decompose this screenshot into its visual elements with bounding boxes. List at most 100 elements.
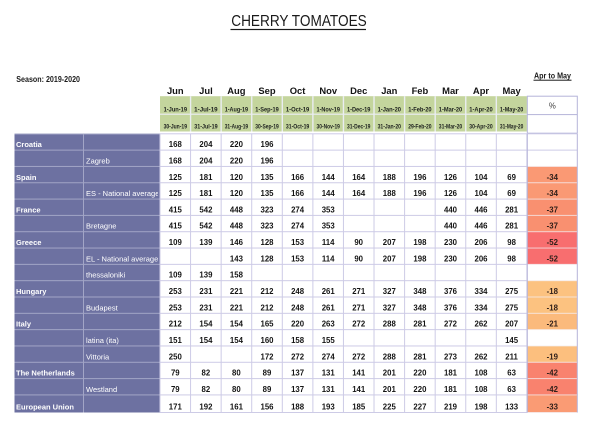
svg-text:221: 221: [230, 303, 244, 312]
svg-text:69: 69: [507, 173, 516, 182]
svg-text:ES - National average: ES - National average: [86, 189, 159, 198]
svg-text:-52: -52: [547, 254, 559, 263]
svg-text:158: 158: [291, 336, 305, 345]
svg-text:446: 446: [474, 222, 488, 231]
svg-text:98: 98: [507, 238, 516, 247]
svg-text:Zagreb: Zagreb: [86, 156, 110, 165]
svg-text:323: 323: [260, 205, 274, 214]
svg-text:Sep: Sep: [258, 85, 275, 96]
svg-text:31-Mar-20: 31-Mar-20: [439, 123, 463, 130]
svg-text:168: 168: [169, 140, 183, 149]
svg-text:230: 230: [444, 238, 458, 247]
svg-text:1-Nov-19: 1-Nov-19: [317, 107, 341, 114]
svg-text:Aug: Aug: [227, 85, 245, 96]
svg-text:90: 90: [354, 254, 363, 263]
svg-text:141: 141: [352, 385, 366, 394]
svg-text:63: 63: [507, 369, 516, 378]
svg-text:Feb: Feb: [412, 85, 429, 96]
svg-text:272: 272: [352, 320, 366, 329]
svg-text:198: 198: [474, 403, 488, 412]
svg-text:Dec: Dec: [350, 85, 367, 96]
svg-text:Westland: Westland: [86, 385, 117, 394]
svg-text:219: 219: [444, 403, 458, 412]
svg-text:207: 207: [383, 254, 396, 263]
svg-text:353: 353: [322, 205, 336, 214]
svg-text:227: 227: [413, 403, 426, 412]
svg-text:The Netherlands: The Netherlands: [16, 369, 75, 378]
svg-text:145: 145: [505, 336, 519, 345]
svg-text:-42: -42: [547, 369, 559, 378]
svg-text:CHERRY TOMATOES: CHERRY TOMATOES: [231, 13, 367, 30]
svg-text:323: 323: [260, 222, 274, 231]
svg-text:131: 131: [322, 385, 336, 394]
svg-text:348: 348: [413, 287, 427, 296]
svg-text:248: 248: [291, 303, 305, 312]
svg-text:1-Jun-19: 1-Jun-19: [164, 107, 188, 114]
svg-text:May: May: [502, 85, 521, 96]
svg-text:201: 201: [383, 369, 397, 378]
svg-text:30-Jun-19: 30-Jun-19: [164, 123, 188, 130]
svg-text:126: 126: [444, 173, 458, 182]
svg-text:79: 79: [171, 385, 180, 394]
svg-text:1-Jan-20: 1-Jan-20: [378, 107, 402, 114]
svg-text:196: 196: [413, 189, 427, 198]
svg-text:139: 139: [199, 271, 213, 280]
svg-text:220: 220: [291, 320, 305, 329]
svg-text:448: 448: [230, 222, 244, 231]
svg-text:Bretagne: Bretagne: [86, 222, 116, 231]
svg-text:220: 220: [230, 156, 244, 165]
svg-text:146: 146: [230, 238, 244, 247]
svg-text:231: 231: [199, 287, 213, 296]
svg-text:334: 334: [474, 303, 488, 312]
svg-text:161: 161: [230, 403, 244, 412]
svg-text:185: 185: [352, 403, 366, 412]
svg-text:166: 166: [291, 189, 305, 198]
svg-text:Italy: Italy: [16, 320, 32, 329]
svg-text:135: 135: [260, 189, 274, 198]
svg-text:-18: -18: [547, 287, 559, 296]
svg-text:63: 63: [507, 385, 516, 394]
svg-text:-37: -37: [547, 205, 558, 214]
svg-text:181: 181: [444, 369, 458, 378]
svg-text:327: 327: [383, 287, 396, 296]
svg-text:196: 196: [260, 156, 274, 165]
svg-text:220: 220: [230, 140, 244, 149]
svg-text:1-Aug-19: 1-Aug-19: [225, 107, 249, 114]
svg-text:EL - National average: EL - National average: [86, 254, 158, 263]
svg-text:212: 212: [260, 303, 274, 312]
svg-text:153: 153: [291, 238, 305, 247]
svg-text:125: 125: [169, 189, 183, 198]
svg-text:31-May-20: 31-May-20: [500, 123, 524, 130]
svg-text:144: 144: [322, 189, 336, 198]
svg-text:261: 261: [322, 287, 336, 296]
svg-text:Spain: Spain: [16, 173, 37, 182]
svg-text:31-Aug-19: 31-Aug-19: [225, 123, 249, 130]
svg-text:153: 153: [291, 254, 305, 263]
svg-text:376: 376: [444, 287, 458, 296]
svg-text:151: 151: [169, 336, 183, 345]
svg-text:154: 154: [199, 320, 213, 329]
svg-text:181: 181: [199, 189, 213, 198]
svg-text:104: 104: [474, 173, 488, 182]
svg-text:198: 198: [413, 254, 427, 263]
svg-text:160: 160: [260, 336, 274, 345]
svg-text:109: 109: [169, 238, 183, 247]
svg-text:206: 206: [474, 254, 488, 263]
svg-text:Nov: Nov: [319, 85, 337, 96]
svg-text:253: 253: [169, 287, 183, 296]
svg-text:196: 196: [413, 173, 427, 182]
svg-text:171: 171: [169, 403, 183, 412]
svg-text:latina (ita): latina (ita): [86, 336, 119, 345]
svg-text:141: 141: [352, 369, 366, 378]
svg-text:274: 274: [291, 205, 305, 214]
svg-text:263: 263: [322, 320, 336, 329]
svg-text:31-Jul-19: 31-Jul-19: [194, 123, 218, 130]
svg-text:Jan: Jan: [381, 85, 397, 96]
svg-text:thessaloniki: thessaloniki: [86, 271, 126, 280]
svg-text:1-Oct-19: 1-Oct-19: [286, 107, 310, 114]
svg-text:137: 137: [291, 369, 304, 378]
svg-text:211: 211: [505, 352, 518, 361]
svg-text:248: 248: [291, 287, 305, 296]
svg-text:Oct: Oct: [290, 85, 306, 96]
svg-text:109: 109: [169, 271, 183, 280]
